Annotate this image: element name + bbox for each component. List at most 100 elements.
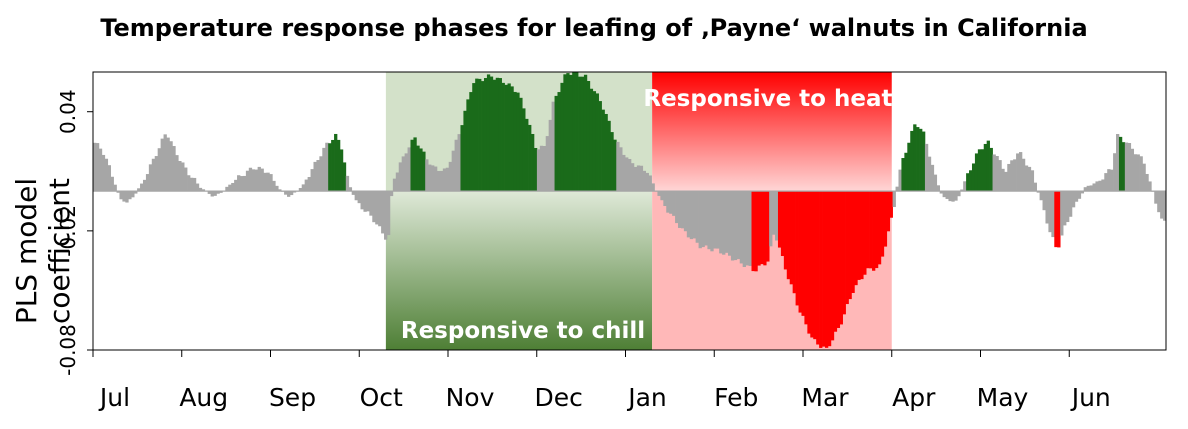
coefficient-bar bbox=[819, 191, 823, 348]
coefficient-bar bbox=[228, 184, 232, 192]
coefficient-bar bbox=[886, 191, 891, 232]
coefficient-bar bbox=[1042, 191, 1046, 211]
coefficient-bar bbox=[986, 140, 990, 192]
coefficient-bar bbox=[263, 172, 267, 192]
coefficient-bar bbox=[957, 191, 961, 197]
coefficient-bar bbox=[701, 191, 705, 248]
coefficient-bar bbox=[560, 82, 564, 192]
coefficient-bar bbox=[801, 191, 805, 316]
coefficient-bar bbox=[845, 191, 849, 305]
coefficient-bar bbox=[289, 191, 294, 196]
coefficient-bar bbox=[219, 191, 223, 193]
coefficient-bar bbox=[1030, 170, 1035, 192]
coefficient-bar bbox=[780, 191, 785, 257]
y-tick-label: 0.04 bbox=[56, 89, 80, 134]
coefficient-bar bbox=[963, 181, 967, 192]
coefficient-bar bbox=[960, 189, 964, 192]
x-tick-label: Nov bbox=[446, 383, 495, 412]
coefficient-bar bbox=[589, 88, 594, 192]
coefficient-bar bbox=[213, 191, 217, 196]
coefficient-bar bbox=[645, 172, 649, 192]
coefficient-bar bbox=[863, 191, 867, 275]
coefficient-bar bbox=[877, 191, 882, 265]
coefficient-bar bbox=[969, 170, 973, 192]
y-tick-label: -0.08 bbox=[56, 324, 80, 376]
coefficient-bar bbox=[1033, 182, 1037, 192]
coefficient-bar bbox=[1127, 143, 1132, 192]
coefficient-bar bbox=[469, 92, 473, 192]
coefficient-bar bbox=[528, 124, 532, 192]
coefficient-bar bbox=[678, 191, 682, 228]
coefficient-bar bbox=[1118, 136, 1123, 192]
coefficient-bar bbox=[242, 175, 247, 192]
coefficient-bar bbox=[816, 191, 820, 345]
coefficient-bar bbox=[163, 134, 167, 192]
coefficient-bar bbox=[583, 74, 588, 192]
bar-series bbox=[93, 72, 1167, 348]
coefficient-bar bbox=[974, 153, 979, 192]
x-tick-label: Mar bbox=[801, 383, 849, 412]
coefficient-bar bbox=[1048, 191, 1052, 233]
coefficient-bar bbox=[531, 133, 535, 192]
coefficient-bar bbox=[381, 191, 385, 234]
chart-title: Temperature response phases for leafing … bbox=[100, 14, 1088, 42]
coefficient-bar bbox=[225, 186, 229, 192]
coefficient-bar bbox=[954, 191, 958, 201]
coefficient-bar bbox=[880, 191, 885, 257]
coefficient-bar bbox=[422, 151, 426, 192]
coefficient-bar bbox=[578, 76, 582, 192]
coefficient-bar bbox=[942, 191, 946, 198]
coefficient-bar bbox=[1136, 154, 1140, 192]
coefficient-bar bbox=[616, 141, 620, 192]
coefficient-bar bbox=[93, 142, 97, 192]
coefficient-bar bbox=[730, 191, 735, 261]
coefficient-bar bbox=[331, 139, 335, 192]
coefficient-bar bbox=[580, 76, 585, 192]
coefficient-bar bbox=[425, 159, 429, 192]
coefficient-bar bbox=[254, 169, 258, 192]
coefficient-bar bbox=[428, 164, 432, 192]
coefficient-bar bbox=[648, 175, 652, 192]
coefficient-bar bbox=[1039, 191, 1043, 201]
coefficient-bar bbox=[266, 172, 270, 192]
coefficient-bar bbox=[1007, 163, 1011, 192]
coefficient-bar bbox=[1083, 187, 1087, 192]
coefficient-bar bbox=[448, 161, 452, 192]
coefficient-bar bbox=[1157, 191, 1161, 213]
heat-phase-label: Responsive to heat bbox=[643, 86, 892, 112]
coefficient-bar bbox=[1089, 185, 1093, 192]
coefficient-bar bbox=[1124, 142, 1129, 192]
coefficient-bar bbox=[239, 176, 244, 192]
coefficient-bar bbox=[231, 182, 235, 192]
coefficient-bar bbox=[337, 139, 341, 192]
coefficient-bar bbox=[113, 184, 117, 192]
coefficient-bar bbox=[457, 134, 461, 192]
coefficient-bar bbox=[675, 191, 679, 224]
coefficient-bar bbox=[169, 141, 173, 192]
coefficient-bar bbox=[389, 191, 394, 197]
coefficient-bar bbox=[907, 142, 911, 192]
x-tick-label: Jun bbox=[1070, 383, 1111, 412]
coefficient-bar bbox=[498, 78, 502, 192]
coefficient-bar bbox=[1045, 191, 1049, 224]
coefficient-bar bbox=[140, 183, 144, 192]
coefficient-bar bbox=[160, 138, 164, 192]
coefficient-bar bbox=[551, 101, 555, 192]
coefficient-bar bbox=[851, 191, 855, 293]
coefficient-bar bbox=[545, 136, 550, 192]
coefficient-bar bbox=[357, 191, 361, 204]
coefficient-bar bbox=[360, 191, 364, 210]
coefficient-bar bbox=[363, 191, 367, 212]
coefficient-bar bbox=[251, 169, 256, 192]
coefficient-bar bbox=[772, 191, 776, 235]
coefficient-bar bbox=[195, 183, 200, 192]
coefficient-bar bbox=[1104, 173, 1108, 192]
coefficient-bar bbox=[904, 152, 908, 192]
coefficient-bar bbox=[345, 175, 350, 192]
coefficient-bar bbox=[795, 191, 799, 306]
coefficient-bar bbox=[751, 191, 755, 272]
coefficient-bar bbox=[122, 191, 126, 202]
x-tick-label: Dec bbox=[535, 383, 583, 412]
coefficient-bar bbox=[1019, 152, 1023, 192]
